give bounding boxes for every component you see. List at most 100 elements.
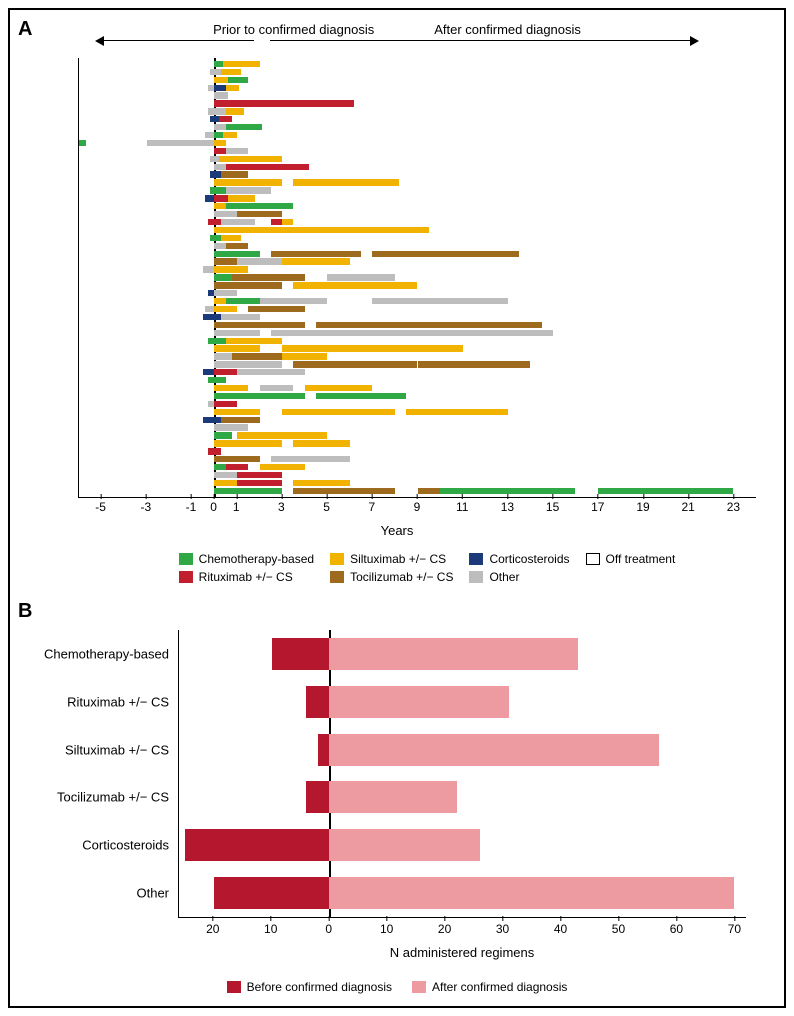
gantt-row: [79, 440, 756, 448]
gantt-row: [79, 384, 756, 392]
panel-b-label: B: [18, 600, 32, 623]
x-tick: 17: [591, 500, 604, 514]
x-tick: 1: [233, 500, 240, 514]
gantt-row: [79, 242, 756, 250]
treatment-segment: [232, 353, 282, 359]
panel-a-arrows: [18, 40, 776, 41]
zero-line-b: [329, 630, 331, 917]
arrow-right-icon: [270, 40, 690, 41]
legend-label: Siltuximab +/− CS: [350, 552, 446, 566]
legend-swatch: [179, 571, 193, 583]
treatment-segment: [208, 290, 215, 296]
legend-item: Corticosteroids: [469, 552, 569, 566]
x-tick: 5: [323, 500, 330, 514]
treatment-segment: [214, 211, 237, 217]
legend-swatch: [330, 571, 344, 583]
x-tick: -1: [186, 500, 197, 514]
treatment-segment: [214, 353, 232, 359]
treatment-segment: [205, 132, 214, 138]
treatment-segment: [237, 480, 282, 486]
treatment-segment: [226, 85, 240, 91]
treatment-segment: [208, 219, 222, 225]
gantt-row: [79, 345, 756, 353]
gantt-row: [79, 60, 756, 68]
treatment-segment: [210, 156, 219, 162]
gantt-row: [79, 289, 756, 297]
x-tick: 23: [727, 500, 740, 514]
bar-chart: Chemotherapy-basedRituximab +/− CSSiltux…: [178, 630, 746, 918]
gantt-row: [79, 447, 756, 455]
bar-after: [329, 829, 479, 861]
treatment-segment: [214, 132, 223, 138]
gantt-row: [79, 281, 756, 289]
treatment-segment: [214, 61, 223, 67]
gantt-row: [79, 171, 756, 179]
treatment-segment: [208, 338, 226, 344]
treatment-segment: [223, 61, 259, 67]
legend-label: Corticosteroids: [489, 552, 569, 566]
treatment-segment: [214, 393, 304, 399]
treatment-segment: [219, 116, 233, 122]
legend-swatch: [330, 553, 344, 565]
treatment-segment: [293, 488, 395, 494]
x-axis-ticks-b: 2010010203040506070: [178, 922, 746, 940]
treatment-segment: [219, 156, 282, 162]
x-tick: 19: [636, 500, 649, 514]
treatment-segment: [214, 330, 259, 336]
gantt-row: [79, 155, 756, 163]
treatment-segment: [226, 203, 294, 209]
legend-item: Before confirmed diagnosis: [227, 980, 392, 994]
x-tick: 30: [496, 922, 509, 936]
gantt-row: [79, 250, 756, 258]
treatment-segment: [214, 195, 228, 201]
x-tick: 0: [210, 500, 217, 514]
x-tick: 20: [206, 922, 219, 936]
gantt-row: [79, 202, 756, 210]
treatment-segment: [214, 266, 248, 272]
legend-label: Rituximab +/− CS: [199, 570, 293, 584]
treatment-segment: [214, 124, 225, 130]
treatment-segment: [214, 243, 225, 249]
x-tick: 13: [501, 500, 514, 514]
gantt-row: [79, 179, 756, 187]
legend-label: Tocilizumab +/− CS: [350, 570, 453, 584]
treatment-segment: [293, 361, 417, 367]
treatment-segment: [293, 282, 417, 288]
treatment-segment: [214, 440, 282, 446]
bar-row: Other: [179, 877, 746, 909]
gantt-row: [79, 471, 756, 479]
gantt-row: [79, 305, 756, 313]
treatment-segment: [237, 432, 327, 438]
treatment-segment: [316, 393, 406, 399]
legend-swatch: [179, 553, 193, 565]
treatment-segment: [293, 179, 399, 185]
legend-label: Chemotherapy-based: [199, 552, 314, 566]
treatment-segment: [214, 432, 232, 438]
treatment-segment: [214, 148, 225, 154]
gantt-chart: [78, 58, 756, 498]
treatment-segment: [214, 77, 228, 83]
treatment-segment: [208, 377, 226, 383]
gantt-row: [79, 107, 756, 115]
gantt-row: [79, 360, 756, 368]
legend-label: Off treatment: [606, 552, 676, 566]
gantt-row: [79, 147, 756, 155]
treatment-segment: [237, 472, 282, 478]
treatment-segment: [214, 456, 259, 462]
category-label: Rituximab +/− CS: [67, 694, 179, 709]
treatment-segment: [214, 203, 225, 209]
x-tick: 11: [456, 500, 468, 514]
legend-item: Siltuximab +/− CS: [330, 552, 453, 566]
treatment-segment: [203, 266, 214, 272]
gantt-row: [79, 187, 756, 195]
treatment-segment: [208, 85, 215, 91]
x-axis-label-b: N administered regimens: [178, 945, 746, 960]
treatment-segment: [221, 100, 354, 106]
treatment-segment: [282, 219, 293, 225]
treatment-segment: [260, 464, 305, 470]
gantt-row: [79, 76, 756, 84]
treatment-segment: [79, 140, 86, 146]
treatment-segment: [203, 417, 221, 423]
treatment-segment: [214, 424, 248, 430]
treatment-segment: [228, 77, 248, 83]
